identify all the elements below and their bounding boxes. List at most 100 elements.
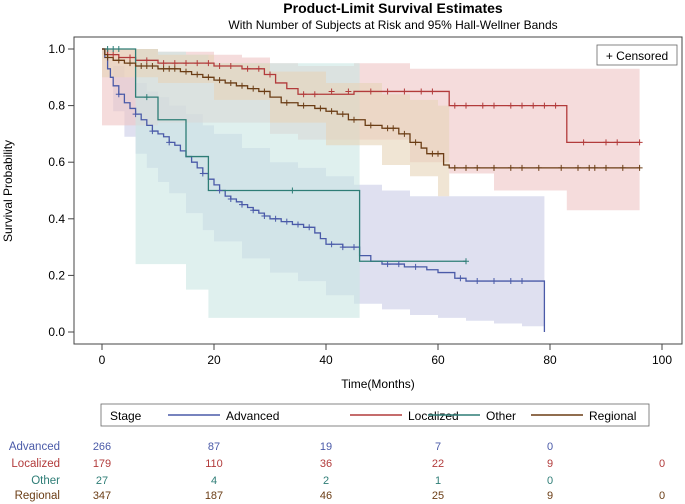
x-tick-label: 20 xyxy=(207,353,221,367)
censor-mark-other xyxy=(115,46,122,52)
at-risk-count: 187 xyxy=(205,490,223,502)
censor-mark-localized xyxy=(401,88,408,95)
censor-mark-localized xyxy=(367,88,374,95)
x-axis: 0 20 40 60 80 100 xyxy=(99,344,672,367)
censor-mark-regional xyxy=(435,150,441,157)
at-risk-count: 2 xyxy=(323,475,329,487)
at-risk-count: 179 xyxy=(93,458,111,470)
censor-mark-localized xyxy=(110,51,117,58)
at-risk-count: 87 xyxy=(208,441,220,453)
censor-mark-regional xyxy=(317,105,324,112)
censor-mark-localized xyxy=(636,139,643,146)
censor-mark-localized xyxy=(418,88,425,95)
censor-mark-localized xyxy=(227,62,234,69)
censor-mark-advanced xyxy=(239,201,245,208)
at-risk-count: 27 xyxy=(96,475,108,487)
censor-mark-localized xyxy=(127,54,133,61)
censor-mark-regional xyxy=(138,62,145,69)
censor-mark-regional xyxy=(535,164,542,171)
censor-mark-advanced xyxy=(216,187,223,194)
censor-mark-advanced xyxy=(306,224,313,231)
plot-frame xyxy=(73,36,683,345)
x-tick-label: 100 xyxy=(652,353,672,367)
censor-mark-regional xyxy=(507,164,514,171)
censor-mark-advanced xyxy=(457,275,464,282)
censored-legend: + Censored xyxy=(596,44,678,66)
at-risk-count: 110 xyxy=(205,458,223,470)
censor-mark-localized xyxy=(205,60,212,67)
at-risk-count: 9 xyxy=(547,490,553,502)
at-risk-count: 266 xyxy=(93,441,111,453)
curve-regional xyxy=(102,48,640,169)
censor-mark-regional xyxy=(474,164,481,171)
legend-label-localized: Localized xyxy=(408,409,459,423)
at-risk-count: 0 xyxy=(659,458,665,470)
censor-mark-regional xyxy=(412,139,419,146)
chart-title: Product-Limit Survival Estimates xyxy=(283,0,503,16)
censor-mark-localized xyxy=(603,139,609,146)
censor-mark-regional xyxy=(127,60,133,67)
curve-other xyxy=(102,48,466,262)
x-tick-label: 80 xyxy=(543,353,557,367)
censor-marks xyxy=(104,46,643,285)
censor-mark-regional xyxy=(216,77,223,84)
censor-mark-regional xyxy=(401,130,408,137)
censor-mark-localized xyxy=(345,88,352,95)
at-risk-count: 4 xyxy=(211,475,217,487)
y-tick-label: 0.4 xyxy=(48,212,65,226)
at-risk-label-localized: Localized xyxy=(11,458,60,470)
censor-mark-regional xyxy=(591,164,598,171)
censor-mark-regional xyxy=(603,164,609,171)
at-risk-count: 22 xyxy=(432,458,444,470)
censor-mark-other xyxy=(104,46,111,52)
censor-mark-regional xyxy=(143,62,150,69)
x-tick-label: 40 xyxy=(319,353,333,367)
at-risk-count: 0 xyxy=(547,441,553,453)
censor-mark-advanced xyxy=(295,221,301,228)
censor-mark-advanced xyxy=(115,91,122,98)
censor-mark-advanced xyxy=(149,128,156,135)
censor-mark-regional xyxy=(183,68,189,75)
censor-mark-regional xyxy=(194,71,201,78)
censor-mark-localized xyxy=(552,102,559,109)
legend-label-advanced: Advanced xyxy=(226,409,279,423)
censor-mark-regional xyxy=(351,116,357,123)
censor-mark-advanced xyxy=(199,170,206,177)
censor-mark-advanced xyxy=(227,195,234,202)
censor-mark-advanced xyxy=(474,278,481,285)
censor-mark-other xyxy=(463,258,469,265)
censor-mark-advanced xyxy=(132,111,139,118)
censor-mark-advanced xyxy=(412,263,419,270)
at-risk-count: 347 xyxy=(93,490,111,502)
at-risk-label-other: Other xyxy=(31,475,60,487)
censor-mark-regional xyxy=(519,164,525,171)
stage-legend-title: Stage xyxy=(110,409,142,423)
censor-mark-regional xyxy=(491,164,497,171)
censor-mark-localized xyxy=(244,65,251,72)
censor-mark-regional xyxy=(339,111,346,118)
censor-mark-localized xyxy=(216,62,223,69)
y-tick-label: 0.8 xyxy=(48,99,65,113)
censor-mark-regional xyxy=(636,164,643,171)
censor-mark-regional xyxy=(300,102,307,109)
censor-mark-regional xyxy=(115,57,122,64)
at-risk-label-regional: Regional xyxy=(15,490,60,502)
censor-mark-advanced xyxy=(250,207,257,214)
at-risk-count: 46 xyxy=(320,490,332,502)
censor-mark-regional xyxy=(463,164,469,171)
censor-mark-localized xyxy=(479,102,486,109)
legend-label-other: Other xyxy=(486,409,516,423)
censor-mark-advanced xyxy=(384,261,391,268)
at-risk-count: 36 xyxy=(320,458,332,470)
legend-label-regional: Regional xyxy=(589,409,636,423)
censor-mark-localized xyxy=(507,102,514,109)
censor-mark-regional xyxy=(205,74,212,81)
x-tick-label: 60 xyxy=(431,353,445,367)
censor-mark-regional xyxy=(160,65,167,72)
censor-mark-regional xyxy=(384,125,391,132)
censor-mark-regional xyxy=(104,54,111,61)
censor-mark-localized xyxy=(541,102,548,109)
censor-mark-advanced xyxy=(272,215,279,222)
censor-mark-localized xyxy=(300,91,307,98)
